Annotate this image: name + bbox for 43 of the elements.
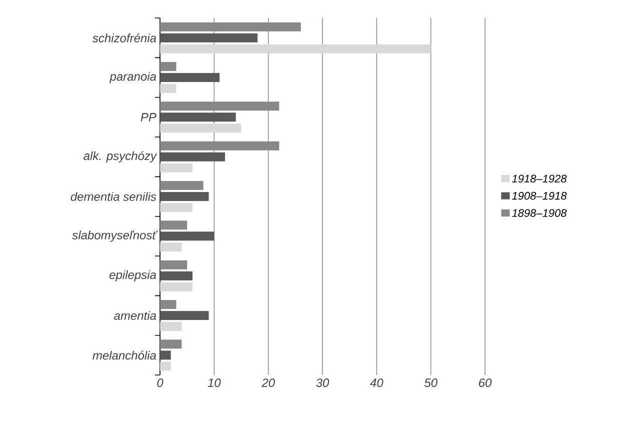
bar	[160, 192, 209, 202]
bar	[160, 350, 171, 360]
x-tick-label: 20	[262, 378, 275, 388]
bar	[160, 340, 182, 349]
bar	[160, 282, 192, 292]
bar	[160, 62, 176, 72]
bar	[160, 152, 225, 162]
legend-label: 1908–1918	[512, 192, 567, 200]
y-tick-label: melanchólia	[92, 350, 156, 360]
y-tick-label: schizofrénia	[92, 33, 156, 42]
bar	[160, 73, 220, 82]
legend-label: 1918–1928	[512, 174, 567, 183]
y-tick-label: dementia senilis	[70, 192, 156, 201]
x-tick-label: 0	[157, 378, 164, 388]
bar	[160, 33, 258, 42]
bar	[160, 112, 236, 122]
bar	[160, 271, 192, 280]
y-tick-label: PP	[140, 113, 156, 122]
bar	[160, 322, 182, 332]
bar	[160, 242, 182, 252]
x-tick-label: 40	[370, 378, 384, 388]
x-tick-label: 10	[208, 378, 221, 388]
bar	[160, 300, 176, 310]
x-tick-label: 50	[424, 378, 438, 388]
bar	[160, 203, 192, 212]
y-tick-label: amentia	[114, 311, 156, 320]
bar	[160, 124, 242, 133]
bar	[160, 232, 214, 241]
y-tick-label: epilepsia	[110, 270, 156, 282]
bar	[160, 181, 204, 190]
legend-label: 1898–1908	[512, 209, 567, 217]
x-tick-label: 60	[479, 378, 492, 388]
bar	[160, 220, 188, 230]
bar	[160, 260, 188, 270]
bar	[160, 44, 431, 54]
bar	[160, 362, 171, 371]
bar	[160, 163, 192, 172]
y-tick-label: alk. psychózy	[84, 151, 158, 163]
y-tick-label: paranoia	[109, 72, 156, 84]
y-tick-label: slabomyseľnosť	[72, 230, 158, 242]
bar	[160, 311, 209, 320]
bar	[160, 84, 176, 94]
x-tick-label: 30	[316, 378, 330, 388]
